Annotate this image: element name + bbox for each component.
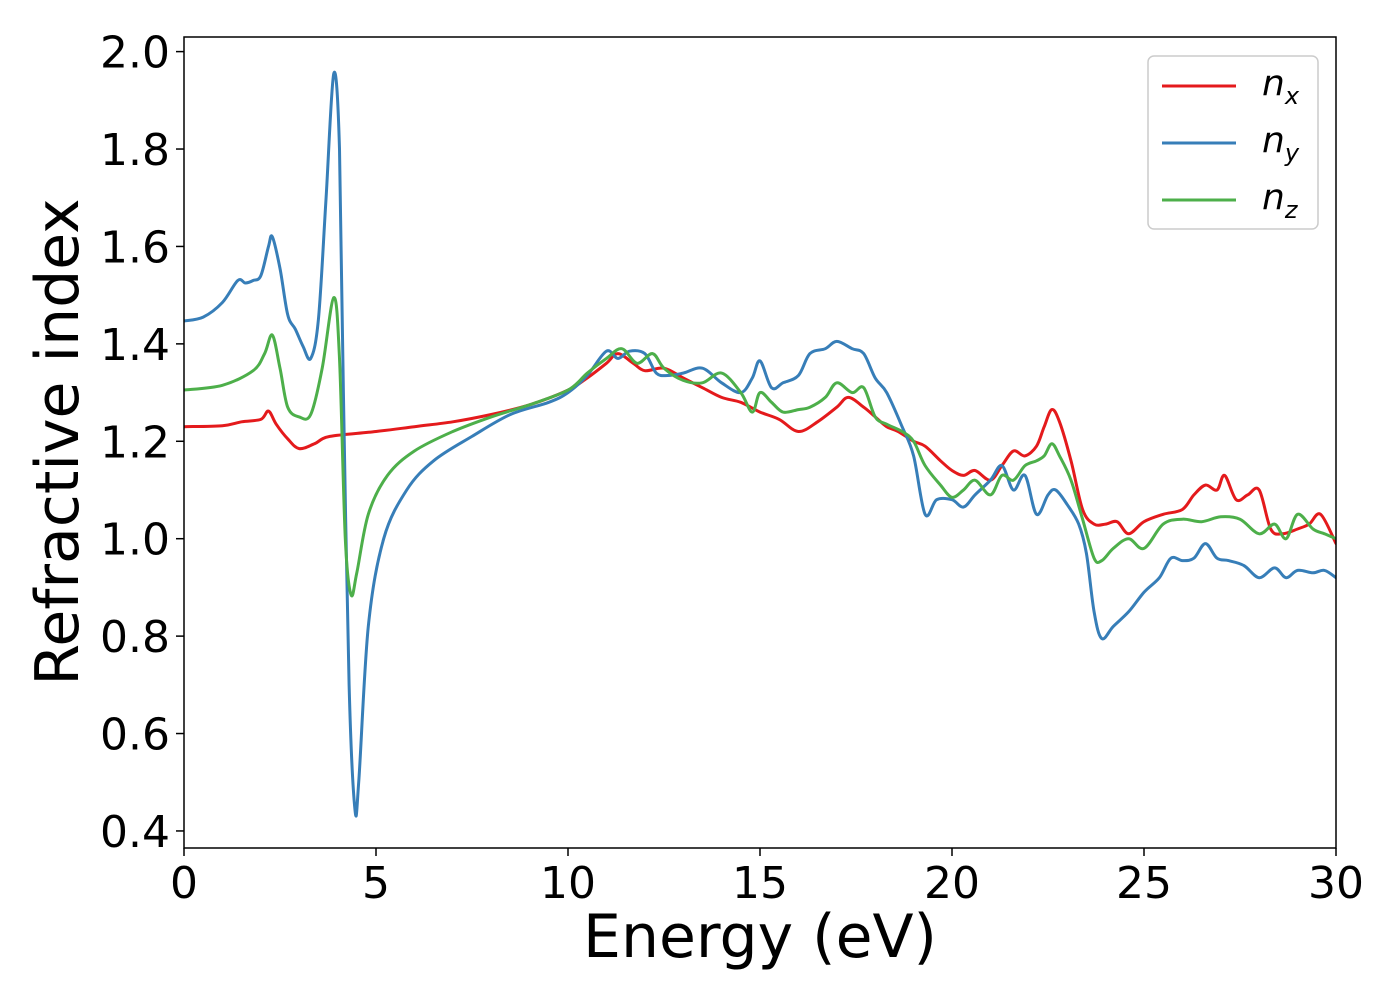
- legend-label-main: n: [1262, 177, 1285, 218]
- x-tick-label: 30: [1308, 858, 1364, 909]
- legend-label-n-x: nx: [1262, 63, 1300, 110]
- series-line-n-z: [184, 296, 1336, 598]
- series-layer: [184, 70, 1336, 818]
- y-axis: 0.4 0.6 0.8 1.0 1.2 1.4 1.6 1.8 2.0: [100, 28, 184, 858]
- x-axis-title: Energy (eV): [583, 902, 937, 972]
- y-tick-label: 1.4: [100, 320, 170, 371]
- legend-label-n-z: nz: [1262, 177, 1299, 224]
- x-tick-label: 20: [924, 858, 980, 909]
- legend-label-main: n: [1262, 63, 1285, 104]
- x-tick-label: 15: [732, 858, 788, 909]
- legend-label-subscript: y: [1284, 139, 1300, 167]
- x-tick-label: 10: [540, 858, 596, 909]
- legend-label-subscript: z: [1284, 196, 1299, 224]
- y-tick-label: 0.6: [100, 710, 170, 761]
- y-axis-title: Refractive index: [23, 198, 93, 685]
- series-line-n-y: [184, 70, 1336, 818]
- y-tick-label: 1.6: [100, 222, 170, 273]
- y-tick-label: 2.0: [100, 28, 170, 79]
- x-tick-label: 5: [362, 858, 390, 909]
- y-tick-label: 0.8: [100, 612, 170, 663]
- y-tick-label: 0.4: [100, 807, 170, 858]
- legend-label-n-y: ny: [1262, 120, 1300, 167]
- x-tick-label: 0: [170, 858, 198, 909]
- x-axis: 0 5 10 15 20 25 30: [170, 848, 1364, 909]
- legend-label-subscript: x: [1284, 82, 1300, 110]
- y-tick-label: 1.0: [100, 515, 170, 566]
- x-tick-label: 25: [1116, 858, 1172, 909]
- y-tick-label: 1.2: [100, 417, 170, 468]
- y-tick-label: 1.8: [100, 125, 170, 176]
- legend-label-main: n: [1262, 120, 1285, 161]
